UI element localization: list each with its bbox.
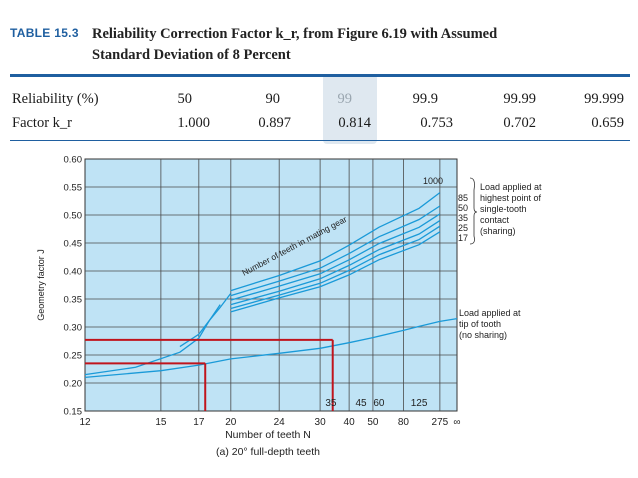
x-tick-label: ∞ bbox=[453, 417, 460, 428]
series-line bbox=[230, 192, 441, 292]
legend-tip-line: tip of tooth bbox=[459, 319, 501, 329]
legend-sharing-line: highest point of bbox=[480, 193, 542, 203]
series-line bbox=[230, 220, 441, 306]
table-cell: 50 bbox=[177, 91, 193, 107]
caption-title-line1: Reliability Correction Factor k_r, from … bbox=[92, 26, 498, 42]
y-tick-label: 0.20 bbox=[64, 379, 83, 390]
curve-layer bbox=[84, 192, 458, 379]
caption-label: TABLE 15.3 bbox=[10, 26, 79, 40]
legend-tip-line: (no sharing) bbox=[459, 330, 507, 340]
table-cell: 99.999 bbox=[584, 91, 624, 107]
series-line bbox=[230, 205, 441, 297]
table-cell: 0.702 bbox=[503, 115, 536, 131]
table-cell: 99.99 bbox=[503, 91, 536, 107]
x-tick-label-upper: 45 bbox=[355, 398, 367, 409]
sharing-brace bbox=[469, 177, 478, 245]
table-cell: 99.9 bbox=[412, 91, 438, 107]
mating-label-35: 35 bbox=[458, 213, 468, 223]
legend-sharing-line: Load applied at bbox=[480, 182, 542, 192]
geometry-factor-chart: 0.60 0.55 0.50 0.45 0.40 0.35 0.30 0.25 0.20 0.15… bbox=[36, 155, 542, 459]
x-tick-labels: 12 15 17 20 24 30 40 50 80 275 ∞ 35 45 60 125 bbox=[79, 398, 460, 428]
caption-title: Reliability Correction Factor k_r, from … bbox=[92, 24, 612, 66]
y-tick-label: 0.15 bbox=[64, 407, 83, 418]
table-rule-bottom bbox=[10, 140, 630, 141]
row-label-reliability: Reliability (%) bbox=[12, 91, 99, 107]
y-tick-label: 0.60 bbox=[64, 155, 83, 166]
table-cell: 0.659 bbox=[591, 115, 624, 131]
table-row-reliability: Reliability (%) 50 90 99 99.9 99.99 99.9… bbox=[10, 91, 630, 113]
x-axis-label: Number of teeth N bbox=[225, 429, 311, 441]
x-tick-label-upper: 35 bbox=[325, 398, 337, 409]
table-cell: 0.753 bbox=[420, 115, 453, 131]
x-tick-label: 40 bbox=[344, 417, 356, 428]
x-tick-label: 17 bbox=[193, 417, 205, 428]
x-tick-label: 15 bbox=[155, 417, 167, 428]
series-line bbox=[230, 225, 441, 310]
y-tick-label: 0.40 bbox=[64, 267, 83, 278]
row-label-factor: Factor k_r bbox=[12, 115, 72, 131]
mating-label-85: 85 bbox=[458, 193, 468, 203]
x-tick-label: 50 bbox=[367, 417, 379, 428]
table-cell: 0.814 bbox=[338, 115, 371, 131]
y-tick-label: 0.50 bbox=[64, 211, 83, 222]
legend-sharing-line: contact bbox=[480, 215, 510, 225]
table-cell: 90 bbox=[265, 91, 281, 107]
x-tick-label: 80 bbox=[398, 417, 410, 428]
x-tick-label-upper: 125 bbox=[411, 398, 428, 409]
column-highlight bbox=[323, 74, 377, 144]
series-line bbox=[84, 317, 458, 379]
x-tick-label: 24 bbox=[274, 417, 286, 428]
mating-label-50: 50 bbox=[458, 203, 468, 213]
mating-label-25: 25 bbox=[458, 223, 468, 233]
y-tick-label: 0.55 bbox=[64, 183, 83, 194]
x-tick-label: 275 bbox=[432, 417, 449, 428]
chart-title: (a) 20° full-depth teeth bbox=[216, 446, 320, 458]
y-tick-label: 0.35 bbox=[64, 295, 83, 306]
x-tick-label: 20 bbox=[225, 417, 237, 428]
marker-layer bbox=[85, 338, 334, 411]
table-cell: 0.897 bbox=[258, 115, 291, 131]
mating-label-1000: 1000 bbox=[423, 176, 443, 186]
plot-area bbox=[84, 158, 458, 412]
series-line bbox=[84, 304, 221, 376]
y-tick-label: 0.30 bbox=[64, 323, 83, 334]
caption-title-line2: Standard Deviation of 8 Percent bbox=[92, 47, 291, 63]
legend-sharing-line: single-tooth bbox=[480, 204, 527, 214]
table-row-factor: Factor k_r 1.000 0.897 0.814 0.753 0.702… bbox=[10, 115, 630, 137]
y-tick-label: 0.45 bbox=[64, 239, 83, 250]
x-tick-label-upper: 60 bbox=[373, 398, 385, 409]
grid-lines bbox=[85, 159, 457, 411]
y-axis-label: Geometry factor J bbox=[36, 249, 46, 321]
x-tick-label: 12 bbox=[79, 417, 91, 428]
table-cell: 1.000 bbox=[177, 115, 210, 131]
y-tick-labels: 0.60 0.55 0.50 0.45 0.40 0.35 0.30 0.25 0.20 0.15 bbox=[64, 155, 83, 418]
series-line bbox=[230, 213, 441, 301]
table-rule-top bbox=[10, 74, 630, 77]
legend-tip-line: Load applied at bbox=[459, 308, 521, 318]
series-line bbox=[230, 231, 441, 313]
x-tick-label: 30 bbox=[315, 417, 327, 428]
y-tick-label: 0.25 bbox=[64, 351, 83, 362]
mating-label-17: 17 bbox=[458, 233, 468, 243]
legend-sharing-line: (sharing) bbox=[480, 226, 516, 236]
table-cell: 99 bbox=[337, 91, 353, 107]
